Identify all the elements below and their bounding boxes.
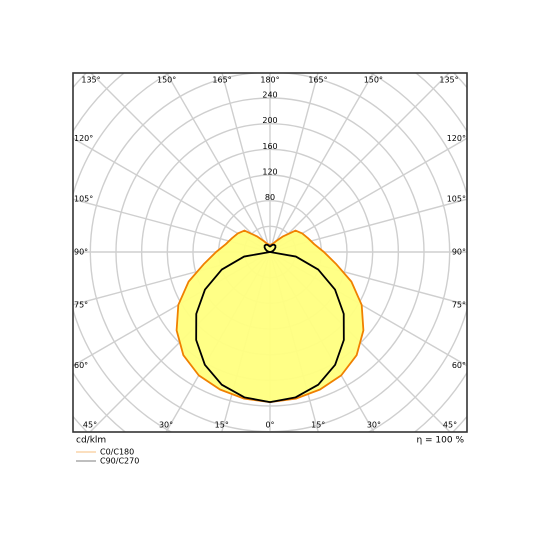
legend-label: C0/C180 [100, 448, 134, 457]
efficiency-label: η = 100 % [416, 436, 464, 446]
angle-tick-label: 75° [452, 300, 466, 309]
r-tick-label: 80 [265, 193, 275, 202]
angle-tick-label: 165° [308, 76, 327, 85]
angle-tick-label: 120° [447, 134, 466, 143]
grid-spoke [166, 73, 271, 253]
curve-right [269, 229, 365, 404]
angle-tick-label: 120° [74, 134, 93, 143]
angle-tick-label: 135° [439, 76, 458, 85]
r-tick-label: 240 [262, 91, 277, 100]
grid-spoke [269, 73, 450, 253]
angle-tick-label: 180° [260, 76, 279, 85]
curves [175, 229, 365, 404]
angle-tick-label: 150° [157, 76, 176, 85]
r-tick-label: 200 [262, 116, 277, 125]
angle-tick-label: 45° [83, 421, 97, 430]
curve-left [175, 229, 271, 404]
angle-tick-label: 150° [364, 76, 383, 85]
angle-tick-label: 15° [311, 421, 325, 430]
unit-label: cd/klm [76, 436, 106, 446]
angle-tick-label: 0° [265, 421, 274, 430]
area [176, 230, 364, 403]
angle-tick-label: 135° [81, 76, 100, 85]
angle-tick-label: 165° [212, 76, 231, 85]
angle-tick-label: 30° [367, 421, 381, 430]
angle-tick-label: 60° [452, 361, 466, 370]
grid-spoke [269, 73, 319, 253]
grid-spoke [90, 73, 271, 253]
angle-tick-label: 15° [215, 421, 229, 430]
r-tick-label: 160 [262, 142, 277, 151]
frame [72, 72, 468, 433]
curve-left [195, 243, 271, 404]
angle-tick-label: 30° [159, 421, 173, 430]
r-tick-label: 120 [262, 168, 277, 177]
angle-tick-label: 45° [443, 421, 457, 430]
angle-tick-label: 90° [74, 248, 88, 257]
legend-label: C90/C270 [100, 457, 139, 466]
grid-spoke [221, 73, 271, 253]
labels: 0° 15° 15° 30° 30° 45° 45° 60° 60° 75° 75° 90° 90° 10… [74, 76, 466, 430]
angle-tick-label: 90° [452, 248, 466, 257]
grid-spoke [269, 73, 374, 253]
angle-tick-label: 60° [74, 361, 88, 370]
angle-tick-label: 105° [74, 195, 93, 204]
angle-tick-label: 75° [74, 300, 88, 309]
angle-tick-label: 105° [447, 195, 466, 204]
